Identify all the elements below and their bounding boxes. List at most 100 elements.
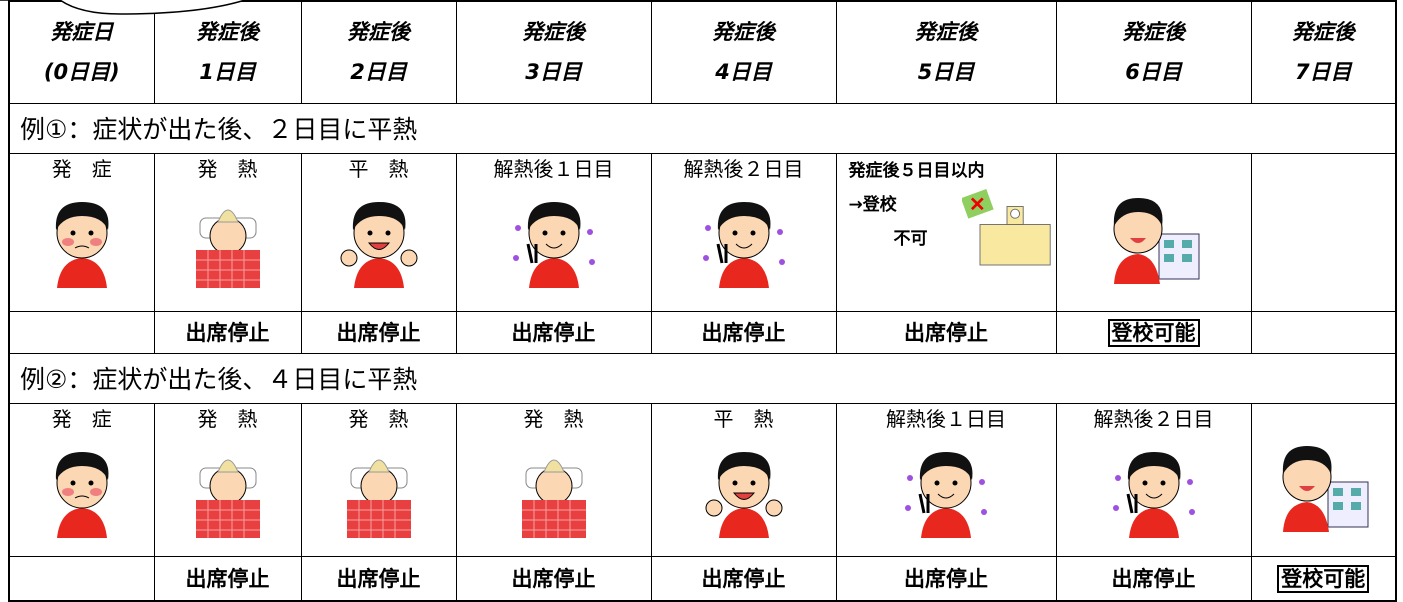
illustration	[1273, 432, 1373, 532]
state-label: 解熱後２日目	[683, 156, 804, 181]
illustration	[504, 188, 604, 288]
state-label: 発 熱	[348, 406, 409, 431]
state-label: 発 熱	[523, 406, 584, 431]
status: 出席停止	[336, 321, 421, 345]
illustration-row: 発 症 発 熱 平 熱 解熱後１日目 解熱後２日目 発症後５日目以内 →登校不可	[8, 152, 1397, 312]
status-cell: 出席停止	[455, 555, 652, 602]
status: 登校可能	[1277, 565, 1370, 594]
header-cell: 発症後 4日目	[650, 0, 837, 104]
state-label: 発 症	[51, 406, 112, 431]
illustration-cell: 解熱後２日目	[650, 152, 837, 312]
example-title-row: 例②：症状が出た後、４日目に平熱	[8, 352, 1397, 404]
header-line2: 3日目	[525, 60, 582, 85]
example-title: 例①：症状が出た後、２日目に平熱	[8, 102, 1397, 154]
header-line1: 発症後	[196, 20, 259, 45]
notice: 発症後５日目以内 →登校不可	[837, 154, 1056, 256]
illustration-cell	[1055, 152, 1252, 312]
status: 出席停止	[701, 321, 786, 345]
status-cell: 出席停止	[153, 555, 302, 602]
status-cell	[1250, 310, 1397, 354]
illustration-cell: 発症後５日目以内 →登校不可	[835, 152, 1057, 312]
illustration	[896, 438, 996, 538]
status: 出席停止	[511, 321, 596, 345]
status: 出席停止	[185, 321, 270, 345]
header-cell: 発症後 3日目	[455, 0, 652, 104]
header-line2: 1日目	[199, 60, 256, 85]
status-cell: 出席停止	[650, 555, 837, 602]
state-label: 発 熱	[197, 406, 258, 431]
header-line2: (0日目)	[43, 60, 120, 85]
status-cell: 出席停止	[1055, 555, 1252, 602]
header-line1: 発症後	[1291, 20, 1355, 45]
status: 出席停止	[336, 567, 421, 592]
header-line2: 4日目	[715, 60, 772, 85]
illustration-cell: 解熱後２日目	[1055, 402, 1252, 557]
notice-line: 不可	[893, 228, 928, 249]
status: 登校可能	[1107, 319, 1200, 347]
illustration	[694, 438, 794, 538]
header-line1: 発症後	[347, 20, 410, 45]
illustration-cell: 発 症	[8, 152, 155, 312]
status: 出席停止	[904, 321, 988, 345]
state-label: 発 症	[51, 156, 112, 181]
status: 出席停止	[701, 567, 786, 592]
illustration	[504, 438, 604, 538]
status-cell: 出席停止	[455, 310, 652, 354]
state-label: 発 熱	[197, 156, 258, 181]
schedule-table: 発症日 (0日目) 発症後 1日目 発症後 2日目 発症後 3日目 発症後 4日目 発症後 5日目 発症…	[8, 0, 1397, 602]
header-line1: 発症後	[712, 20, 775, 45]
header-line2: 7日目	[1294, 60, 1352, 85]
header-row: 発症日 (0日目) 発症後 1日目 発症後 2日目 発症後 3日目 発症後 4日目 発症後 5日目 発症…	[8, 0, 1397, 104]
example-title: 例②：症状が出た後、４日目に平熱	[8, 352, 1397, 404]
notice-line: →登校	[848, 194, 897, 215]
header-cell: 発症後 5日目	[835, 0, 1057, 104]
status: 出席停止	[185, 567, 270, 592]
header-line2: 2日目	[350, 60, 407, 85]
illustration	[962, 184, 1052, 274]
header-line1: 発症後	[1122, 20, 1185, 45]
speech-bubble	[0, 0, 246, 15]
illustration-cell	[1250, 152, 1397, 312]
illustration-cell: 発 熱	[300, 402, 457, 557]
illustration-cell: 平 熱	[650, 402, 837, 557]
state-label: 解熱後２日目	[1093, 406, 1214, 431]
header-cell: 発症日 (0日目)	[8, 0, 155, 104]
example-title-row: 例①：症状が出た後、２日目に平熱	[8, 102, 1397, 154]
status: 出席停止	[1111, 567, 1196, 592]
illustration	[32, 188, 132, 288]
status-row: 出席停止 出席停止 出席停止 出席停止 出席停止 出席停止 登校可能	[8, 555, 1397, 602]
header-cell: 発症後 7日目	[1250, 0, 1397, 104]
status-cell: 出席停止	[153, 310, 302, 354]
illustration-cell: 平 熱	[300, 152, 457, 312]
illustration	[1104, 438, 1204, 538]
status-cell: 出席停止	[835, 310, 1057, 354]
state-label: 平 熱	[713, 406, 774, 431]
header-line1: 発症後	[522, 20, 585, 45]
illustration	[1104, 184, 1204, 284]
status-cell: 出席停止	[835, 555, 1057, 602]
header-cell: 発症後 2日目	[300, 0, 457, 104]
status-row: 出席停止 出席停止 出席停止 出席停止 出席停止 登校可能	[8, 310, 1397, 354]
illustration	[32, 438, 132, 538]
illustration	[694, 188, 794, 288]
status-cell: 登校可能	[1055, 310, 1252, 354]
illustration-cell: 解熱後１日目	[455, 152, 652, 312]
illustration-cell: 解熱後１日目	[835, 402, 1057, 557]
state-label: 解熱後１日目	[493, 156, 614, 181]
header-line1: 発症後	[914, 20, 978, 45]
status-cell	[8, 310, 155, 354]
header-cell: 発症後 6日目	[1055, 0, 1252, 104]
notice-line: 発症後５日目以内	[848, 160, 985, 181]
header-line2: 6日目	[1125, 60, 1182, 85]
illustration-cell: 発 熱	[455, 402, 652, 557]
header-line1: 発症日	[50, 20, 114, 45]
illustration-cell	[1250, 402, 1397, 557]
illustration	[329, 438, 429, 538]
header-line2: 5日目	[917, 60, 975, 85]
status: 出席停止	[511, 567, 596, 592]
status: 出席停止	[904, 567, 988, 592]
illustration-row: 発 症 発 熱 発 熱 発 熱 平 熱 解熱後１日目 解熱後２日目	[8, 402, 1397, 557]
state-label: 平 熱	[348, 156, 409, 181]
state-label: 解熱後１日目	[886, 406, 1006, 431]
